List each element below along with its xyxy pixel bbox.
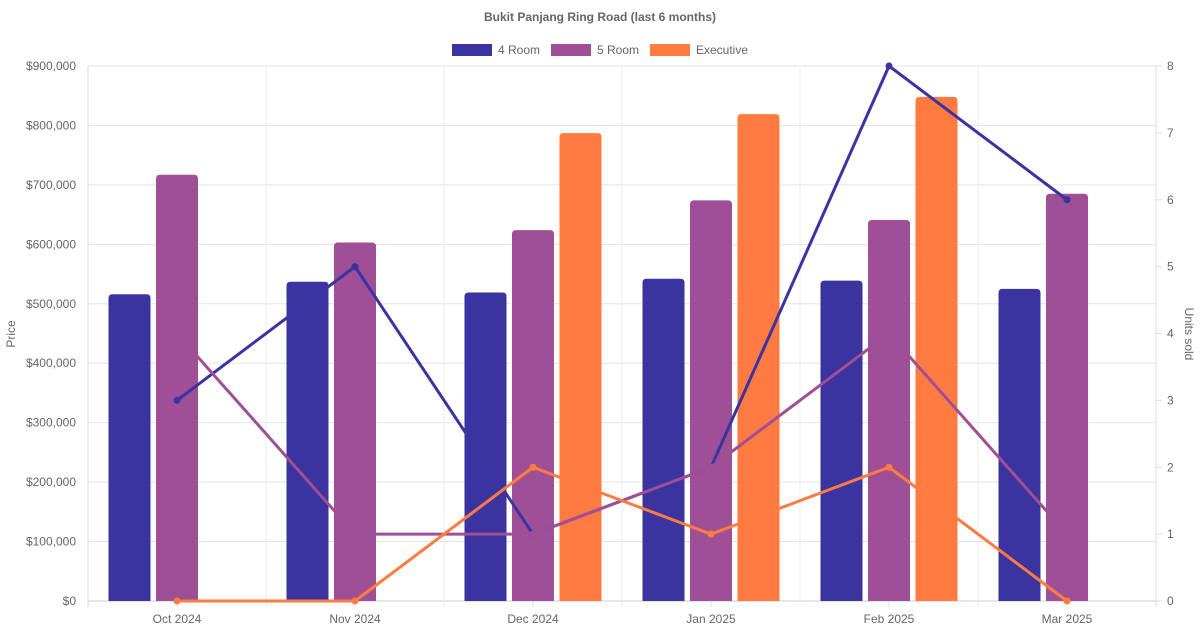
x-tick-label: Oct 2024: [153, 612, 202, 626]
point-executive: [529, 463, 537, 471]
bar-5-room: [156, 174, 198, 602]
point-4-room: [173, 396, 181, 404]
point-executive: [1063, 597, 1071, 605]
point-executive: [351, 597, 359, 605]
point-5-room: [1063, 530, 1071, 538]
y-tick-label: $900,000: [26, 59, 76, 73]
point-executive: [173, 597, 181, 605]
bar-4-room: [464, 292, 507, 601]
y2-tick-label: 6: [1167, 193, 1174, 207]
point-executive: [707, 530, 715, 538]
legend-swatch: [452, 44, 492, 56]
gridlines: [87, 65, 1157, 607]
bar-4-room: [108, 294, 151, 601]
point-5-room: [885, 330, 893, 337]
y-tick-label: $200,000: [26, 475, 76, 489]
x-tick-label: Dec 2024: [507, 612, 559, 626]
bar-executive: [915, 96, 958, 602]
y-tick-label: $600,000: [26, 237, 76, 251]
y2-tick-label: 4: [1167, 327, 1174, 341]
bar-5-room: [868, 219, 910, 601]
point-executive: [885, 463, 893, 471]
y-tick-label: $100,000: [26, 535, 76, 549]
point-5-room: [351, 530, 359, 538]
bar-5-room: [1046, 193, 1088, 602]
bar-4-room: [642, 278, 685, 601]
y2-tick-label: 7: [1167, 126, 1174, 140]
y2-tick-label: 0: [1167, 594, 1174, 608]
bar-executive: [559, 133, 602, 601]
legend-item: Executive: [650, 43, 748, 57]
legend-swatch: [650, 44, 690, 56]
y2-tick-label: 1: [1167, 527, 1174, 541]
y-tick-label: $500,000: [26, 297, 76, 311]
point-5-room: [707, 463, 715, 471]
legend-item: 5 Room: [551, 43, 639, 57]
chart-title: Bukit Panjang Ring Road (last 6 months): [484, 10, 716, 24]
point-5-room: [529, 530, 537, 538]
x-tick-label: Mar 2025: [1042, 612, 1093, 626]
legend: 4 Room 5 Room Executive: [452, 43, 748, 57]
y2-tick-label: 2: [1167, 460, 1174, 474]
y-tick-label: $0: [63, 594, 77, 608]
bar-4-room: [286, 281, 329, 601]
legend-label: 5 Room: [597, 43, 639, 57]
point-4-room: [1063, 196, 1071, 204]
bar-5-room: [334, 242, 376, 602]
y2-tick-label: 3: [1167, 393, 1174, 407]
point-4-room: [885, 62, 893, 70]
unit-lines: [173, 62, 1071, 605]
y2-tick-label: 5: [1167, 260, 1174, 274]
y-tick-label: $800,000: [26, 118, 76, 132]
legend-swatch: [551, 44, 591, 56]
y-axis-title: Price: [4, 320, 18, 348]
line-executive: [175, 465, 1069, 603]
y-tick-label: $400,000: [26, 356, 76, 370]
y2-axis-title: Units sold: [1182, 308, 1196, 361]
y2-tick-label: 8: [1167, 59, 1174, 73]
bar-5-room: [512, 230, 554, 602]
x-tick-label: Nov 2024: [329, 612, 381, 626]
bar-4-room: [998, 288, 1041, 601]
axes: $0 $100,000 $200,000 $300,000 $400,000 $500,0…: [26, 59, 1174, 626]
point-4-room: [351, 263, 359, 271]
legend-label: 4 Room: [498, 43, 540, 57]
bar-5-room: [690, 200, 732, 601]
bar-4-room: [820, 280, 863, 601]
y-tick-label: $700,000: [26, 178, 76, 192]
point-5-room: [173, 330, 181, 337]
x-tick-label: Feb 2025: [864, 612, 915, 626]
legend-item: 4 Room: [452, 43, 540, 57]
y-tick-label: $300,000: [26, 416, 76, 430]
bars: [108, 96, 1088, 602]
legend-label: Executive: [696, 43, 748, 57]
x-tick-label: Jan 2025: [686, 612, 736, 626]
